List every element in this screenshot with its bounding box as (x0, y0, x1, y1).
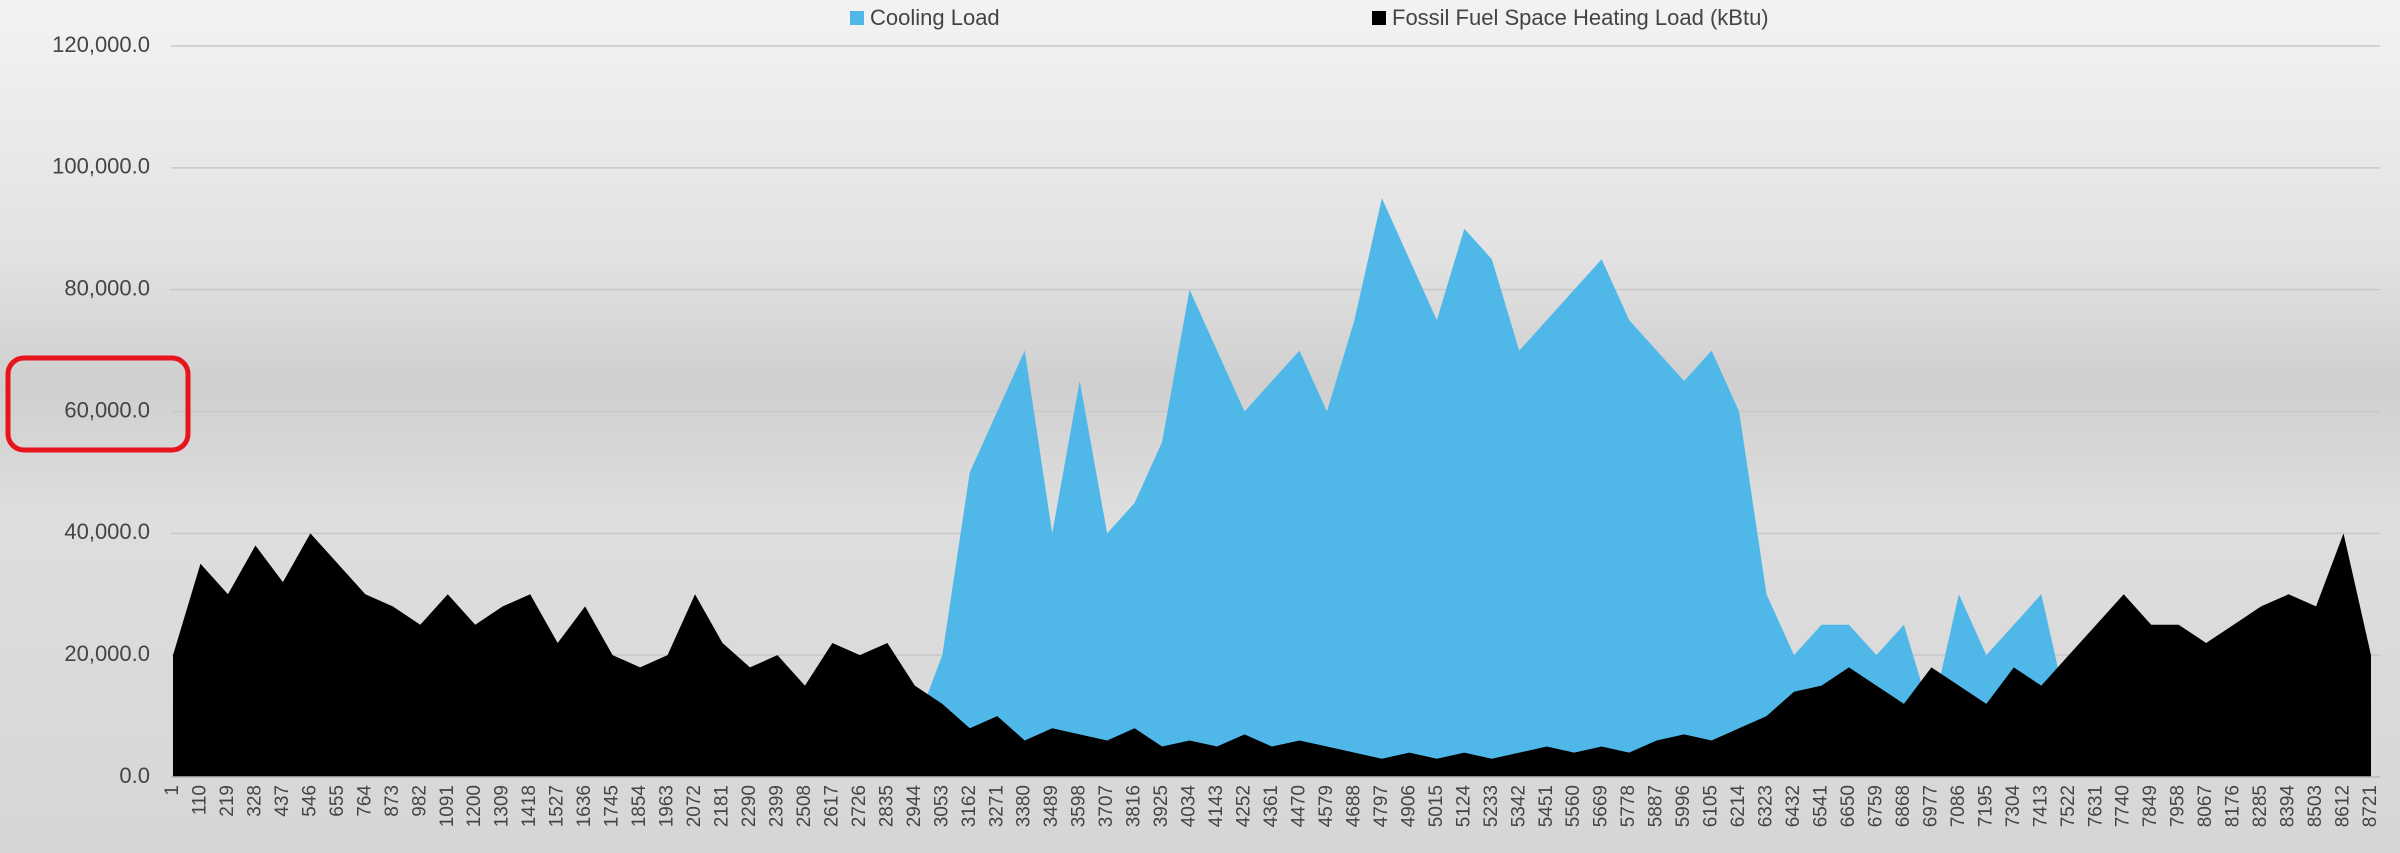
x-tick-label: 873 (382, 785, 403, 817)
x-tick-label: 2399 (766, 785, 787, 827)
x-tick-label: 5233 (1481, 785, 1502, 827)
x-tick-label: 7849 (2140, 785, 2161, 827)
x-tick-label: 6650 (1838, 785, 1859, 827)
x-tick-label: 655 (327, 785, 348, 817)
legend-swatch (1372, 11, 1386, 25)
x-tick-label: 6759 (1865, 785, 1886, 827)
x-tick-label: 1636 (574, 785, 595, 827)
x-tick-label: 6323 (1756, 785, 1777, 827)
x-tick-label: 4143 (1206, 785, 1227, 827)
x-tick-label: 4797 (1371, 785, 1392, 827)
x-tick-label: 8612 (2333, 785, 2354, 827)
x-tick-label: 1 (162, 785, 183, 796)
y-tick-label: 80,000.0 (64, 275, 150, 300)
x-tick-label: 2290 (739, 785, 760, 827)
x-tick-label: 2944 (904, 785, 925, 828)
x-tick-label: 8503 (2305, 785, 2326, 827)
x-tick-label: 7086 (1948, 785, 1969, 827)
y-tick-label: 60,000.0 (64, 397, 150, 422)
x-tick-label: 2508 (794, 785, 815, 827)
x-tick-label: 4906 (1398, 785, 1419, 827)
chart: 0.0 20,000.0 40,000.0 60,000.0 80,000.0 100,0… (0, 0, 2400, 853)
x-tick-label: 2072 (684, 785, 705, 827)
x-tick-label: 328 (244, 785, 265, 817)
x-tick-label: 6214 (1728, 785, 1749, 828)
y-tick-label: 40,000.0 (64, 519, 150, 544)
x-tick-label: 1200 (464, 785, 485, 827)
x-tick-label: 1527 (547, 785, 568, 827)
x-tick-label: 5669 (1591, 785, 1612, 827)
x-tick-label: 1091 (437, 785, 458, 827)
x-tick-label: 6105 (1701, 785, 1722, 827)
x-tick-label: 4470 (1288, 785, 1309, 827)
x-tick-label: 6977 (1920, 785, 1941, 827)
x-tick-label: 5015 (1426, 785, 1447, 827)
x-tick-label: 3925 (1151, 785, 1172, 827)
x-tick-label: 982 (409, 785, 430, 817)
x-tick-label: 8176 (2223, 785, 2244, 827)
x-tick-label: 8394 (2278, 785, 2299, 828)
x-tick-label: 3707 (1096, 785, 1117, 827)
x-tick-label: 2835 (876, 785, 897, 827)
x-tick-label: 3816 (1124, 785, 1145, 827)
x-tick-label: 546 (299, 785, 320, 817)
x-tick-label: 4252 (1234, 785, 1255, 827)
x-tick-label: 219 (217, 785, 238, 817)
y-tick-label: 0.0 (119, 763, 150, 788)
x-tick-label: 110 (189, 785, 210, 815)
x-tick-label: 7413 (2030, 785, 2051, 827)
x-tick-label: 6432 (1783, 785, 1804, 827)
x-tick-label: 1854 (629, 785, 650, 828)
legend-label: Fossil Fuel Space Heating Load (kBtu) (1392, 5, 1769, 30)
x-tick-label: 3162 (959, 785, 980, 827)
x-tick-label: 2617 (821, 785, 842, 827)
x-tick-label: 6868 (1893, 785, 1914, 827)
x-tick-label: 7958 (2168, 785, 2189, 827)
x-tick-label: 5342 (1508, 785, 1529, 827)
x-tick-label: 5451 (1536, 785, 1557, 827)
x-tick-label: 3380 (1014, 785, 1035, 827)
x-tick-label: 7631 (2085, 785, 2106, 827)
x-tick-label: 2181 (712, 785, 733, 827)
x-tick-label: 7304 (2003, 785, 2024, 828)
x-tick-label: 3489 (1041, 785, 1062, 827)
x-tick-label: 4688 (1343, 785, 1364, 827)
x-tick-label: 7522 (2058, 785, 2079, 827)
y-tick-label: 120,000.0 (52, 32, 150, 57)
x-tick-label: 5996 (1673, 785, 1694, 827)
x-tick-label: 1963 (657, 785, 678, 827)
y-tick-label: 20,000.0 (64, 641, 150, 666)
x-tick-label: 5124 (1453, 785, 1474, 828)
x-tick-label: 8067 (2195, 785, 2216, 827)
x-tick-label: 3053 (931, 785, 952, 827)
legend-label: Cooling Load (870, 5, 1000, 30)
x-tick-label: 8285 (2250, 785, 2271, 827)
x-tick-label: 7740 (2113, 785, 2134, 827)
x-tick-label: 4579 (1316, 785, 1337, 827)
x-tick-label: 764 (354, 785, 375, 817)
x-tick-label: 437 (272, 785, 293, 817)
x-tick-label: 7195 (1975, 785, 1996, 827)
x-tick-label: 4034 (1179, 785, 1200, 828)
x-tick-label: 1309 (492, 785, 513, 827)
x-tick-label: 1418 (519, 785, 540, 827)
x-tick-label: 5560 (1563, 785, 1584, 827)
x-tick-label: 2726 (849, 785, 870, 827)
x-tick-label: 1745 (602, 785, 623, 827)
x-tick-label: 4361 (1261, 785, 1282, 827)
x-tick-label: 6541 (1811, 785, 1832, 827)
x-tick-label: 5887 (1646, 785, 1667, 827)
x-tick-label: 8721 (2360, 785, 2381, 827)
y-tick-label: 100,000.0 (52, 154, 150, 179)
x-tick-label: 5778 (1618, 785, 1639, 827)
legend-swatch (850, 11, 864, 25)
x-tick-label: 3598 (1069, 785, 1090, 827)
x-tick-label: 3271 (986, 785, 1007, 827)
